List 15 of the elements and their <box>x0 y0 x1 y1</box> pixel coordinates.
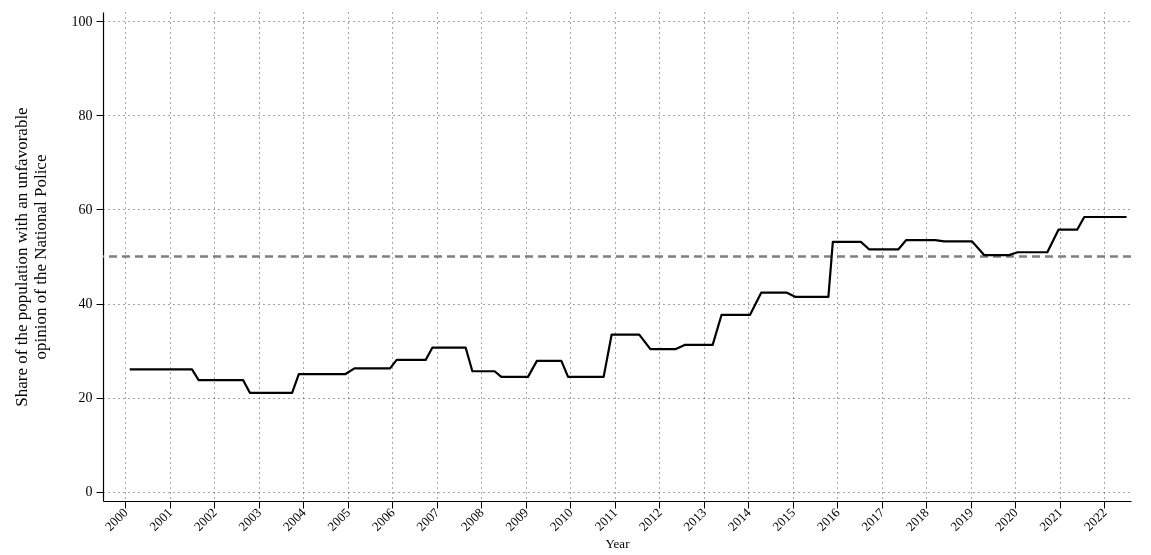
x-tick-label: 2018 <box>902 504 932 534</box>
x-tick-label: 2019 <box>947 504 977 534</box>
x-tick-label: 2008 <box>457 504 487 534</box>
x-tick-label: 2011 <box>591 504 621 534</box>
x-tick-label: 2001 <box>146 504 176 534</box>
x-tick-label: 2021 <box>1036 504 1066 534</box>
y-axis-title: Share of the population with an unfavorable opinion of the National Police <box>11 107 50 407</box>
y-tick-label: 80 <box>78 107 93 123</box>
x-tick-label: 2009 <box>502 504 532 534</box>
y-tick-label: 0 <box>85 484 93 500</box>
x-axis-title: Year <box>605 535 631 551</box>
y-tick-label: 60 <box>78 201 93 217</box>
y-tick-label: 100 <box>71 13 93 29</box>
y-tick-label: 20 <box>78 390 93 406</box>
y-tick-label: 40 <box>78 296 93 312</box>
